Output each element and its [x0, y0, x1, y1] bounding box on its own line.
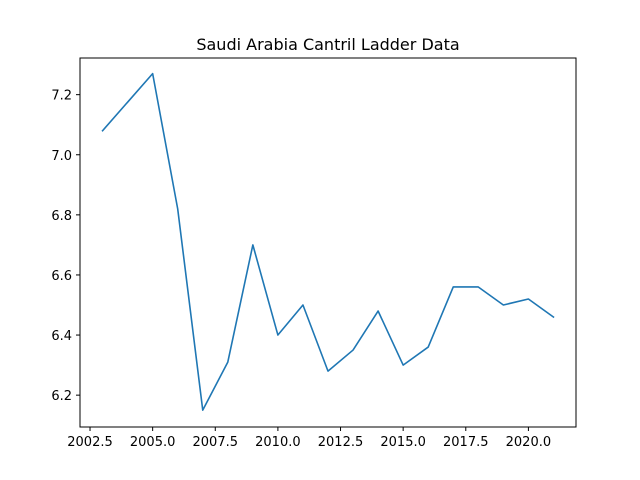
- series-layer: [101, 72, 555, 411]
- chart-title: Saudi Arabia Cantril Ladder Data: [196, 35, 459, 54]
- x-tick-label: 2002.5: [67, 435, 113, 450]
- y-tick-label: 7.2: [51, 89, 72, 104]
- plot-frame: [79, 57, 577, 428]
- x-tick-label: 2010.0: [255, 435, 301, 450]
- y-axis: 6.2 6.4 6.6 6.8 7.0 7.2: [51, 89, 80, 404]
- x-tick-label: 2005.0: [130, 435, 176, 450]
- series-line-0: [101, 72, 555, 411]
- x-tick-label: 2020.0: [506, 435, 552, 450]
- y-tick-label: 6.2: [51, 389, 72, 404]
- y-tick-label: 7.0: [51, 149, 72, 164]
- y-tick-label: 6.8: [51, 209, 72, 224]
- y-tick-label: 6.4: [51, 329, 72, 344]
- x-tick-label: 2015.0: [380, 435, 426, 450]
- x-tick-label: 2012.5: [318, 435, 364, 450]
- x-axis: 2002.5 2005.0 2007.5 2010.0 2012.5 2015.0 2017…: [67, 427, 551, 450]
- x-tick-label: 2007.5: [193, 435, 239, 450]
- y-tick-label: 6.6: [51, 269, 72, 284]
- x-tick-label: 2017.5: [443, 435, 489, 450]
